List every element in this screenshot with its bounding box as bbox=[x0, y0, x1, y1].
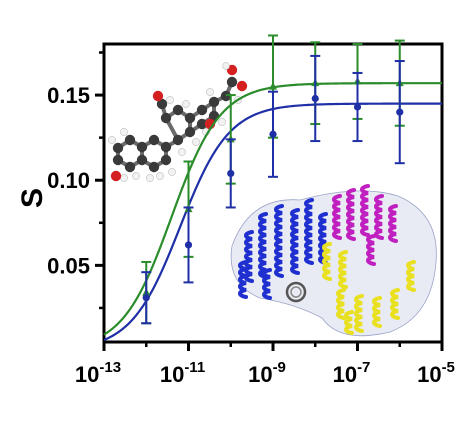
y-tick-label: 0.05 bbox=[47, 253, 90, 278]
carbon-atom bbox=[184, 126, 196, 138]
carbon-atom bbox=[124, 134, 136, 146]
x-tick-label: 10-5 bbox=[417, 359, 455, 387]
data-point bbox=[227, 169, 235, 178]
hydrogen-atom bbox=[206, 88, 214, 96]
protein-helix-blue bbox=[258, 212, 268, 279]
protein-helix-blue bbox=[274, 204, 284, 278]
protein-helix-blue bbox=[304, 198, 314, 265]
carbon-atom bbox=[136, 154, 148, 166]
oxygen-atom bbox=[152, 90, 164, 102]
hydrogen-atom bbox=[178, 148, 186, 156]
protein-inset bbox=[230, 184, 437, 337]
carbon-atom bbox=[226, 76, 238, 88]
hydrogen-atom bbox=[182, 100, 190, 108]
hydrogen-atom bbox=[222, 62, 230, 70]
x-tick-label: 10-9 bbox=[248, 359, 286, 387]
protein-helix-yellow bbox=[322, 242, 332, 281]
y-axis-label: S bbox=[16, 188, 49, 208]
hydrogen-atom bbox=[218, 118, 226, 126]
hydrogen-atom bbox=[108, 136, 116, 144]
carbon-atom bbox=[196, 104, 208, 116]
protein-helix-magenta bbox=[332, 194, 342, 240]
carbon-atom bbox=[172, 104, 184, 116]
protein-helix-yellow bbox=[344, 310, 354, 335]
hydrogen-atom bbox=[192, 138, 200, 146]
carbon-atom bbox=[172, 134, 184, 146]
x-tick-label: 10-11 bbox=[160, 359, 205, 387]
protein-helix-magenta bbox=[360, 184, 370, 237]
carbon-atom bbox=[160, 112, 172, 124]
protein-helix-yellow bbox=[406, 260, 416, 292]
carbon-atom bbox=[160, 154, 172, 166]
hydrogen-atom bbox=[120, 174, 128, 182]
protein-helix-magenta bbox=[366, 234, 376, 266]
carbon-atom bbox=[208, 96, 220, 108]
data-point bbox=[353, 103, 362, 111]
protein-helix-blue bbox=[290, 208, 300, 275]
protein-ring-inner bbox=[290, 286, 302, 298]
data-point bbox=[142, 294, 150, 302]
x-tick-label: 10-7 bbox=[333, 359, 371, 387]
molecule-inset bbox=[108, 62, 248, 182]
carbon-atom bbox=[160, 141, 172, 153]
data-point bbox=[269, 82, 277, 90]
protein-helix-yellow bbox=[354, 294, 364, 333]
data-point bbox=[269, 130, 277, 138]
protein-helix-magenta bbox=[388, 204, 398, 243]
hydrogen-atom bbox=[146, 174, 154, 182]
hydrogen-atom bbox=[156, 172, 164, 180]
protein-helix-yellow bbox=[336, 288, 346, 320]
carbon-atom bbox=[184, 112, 196, 124]
protein-helix-blue bbox=[244, 230, 254, 283]
y-axis: 0.05 0.10 0.15 bbox=[47, 51, 104, 310]
protein-surface bbox=[230, 190, 437, 337]
carbon-atom bbox=[112, 154, 124, 166]
hydrogen-atom bbox=[120, 128, 128, 136]
carbon-atom bbox=[196, 118, 208, 130]
carbon-atom bbox=[148, 134, 160, 146]
oxygen-atom bbox=[110, 170, 122, 182]
protein-helix-blue bbox=[238, 260, 248, 299]
carbon-atom bbox=[124, 161, 136, 173]
protein-helix-yellow bbox=[390, 288, 400, 320]
protein-helix-yellow bbox=[372, 296, 382, 328]
y-tick-label: 0.15 bbox=[47, 83, 90, 108]
x-axis: 10-13 10-11 10-9 10-7 10-5 bbox=[75, 342, 455, 387]
hydrogen-atom bbox=[168, 168, 176, 176]
data-point bbox=[184, 241, 193, 249]
carbon-atom bbox=[156, 98, 168, 110]
protein-helix-yellow bbox=[338, 250, 348, 289]
y-tick-label: 0.10 bbox=[47, 168, 90, 193]
protein-helix-magenta bbox=[374, 194, 384, 240]
protein-ring bbox=[285, 281, 307, 303]
x-tick-label: 10-13 bbox=[75, 359, 121, 387]
hydrogen-atom bbox=[166, 96, 174, 104]
protein-helix-magenta bbox=[346, 188, 356, 241]
hydrogen-atom bbox=[132, 172, 140, 180]
data-point bbox=[311, 94, 319, 103]
data-point bbox=[396, 108, 404, 116]
protein-helix-blue bbox=[262, 268, 272, 300]
carbon-atom bbox=[112, 142, 124, 154]
oxygen-atom bbox=[236, 80, 248, 92]
carbon-atom bbox=[136, 141, 148, 153]
carbon-atom bbox=[148, 161, 160, 173]
data-points bbox=[141, 34, 405, 325]
